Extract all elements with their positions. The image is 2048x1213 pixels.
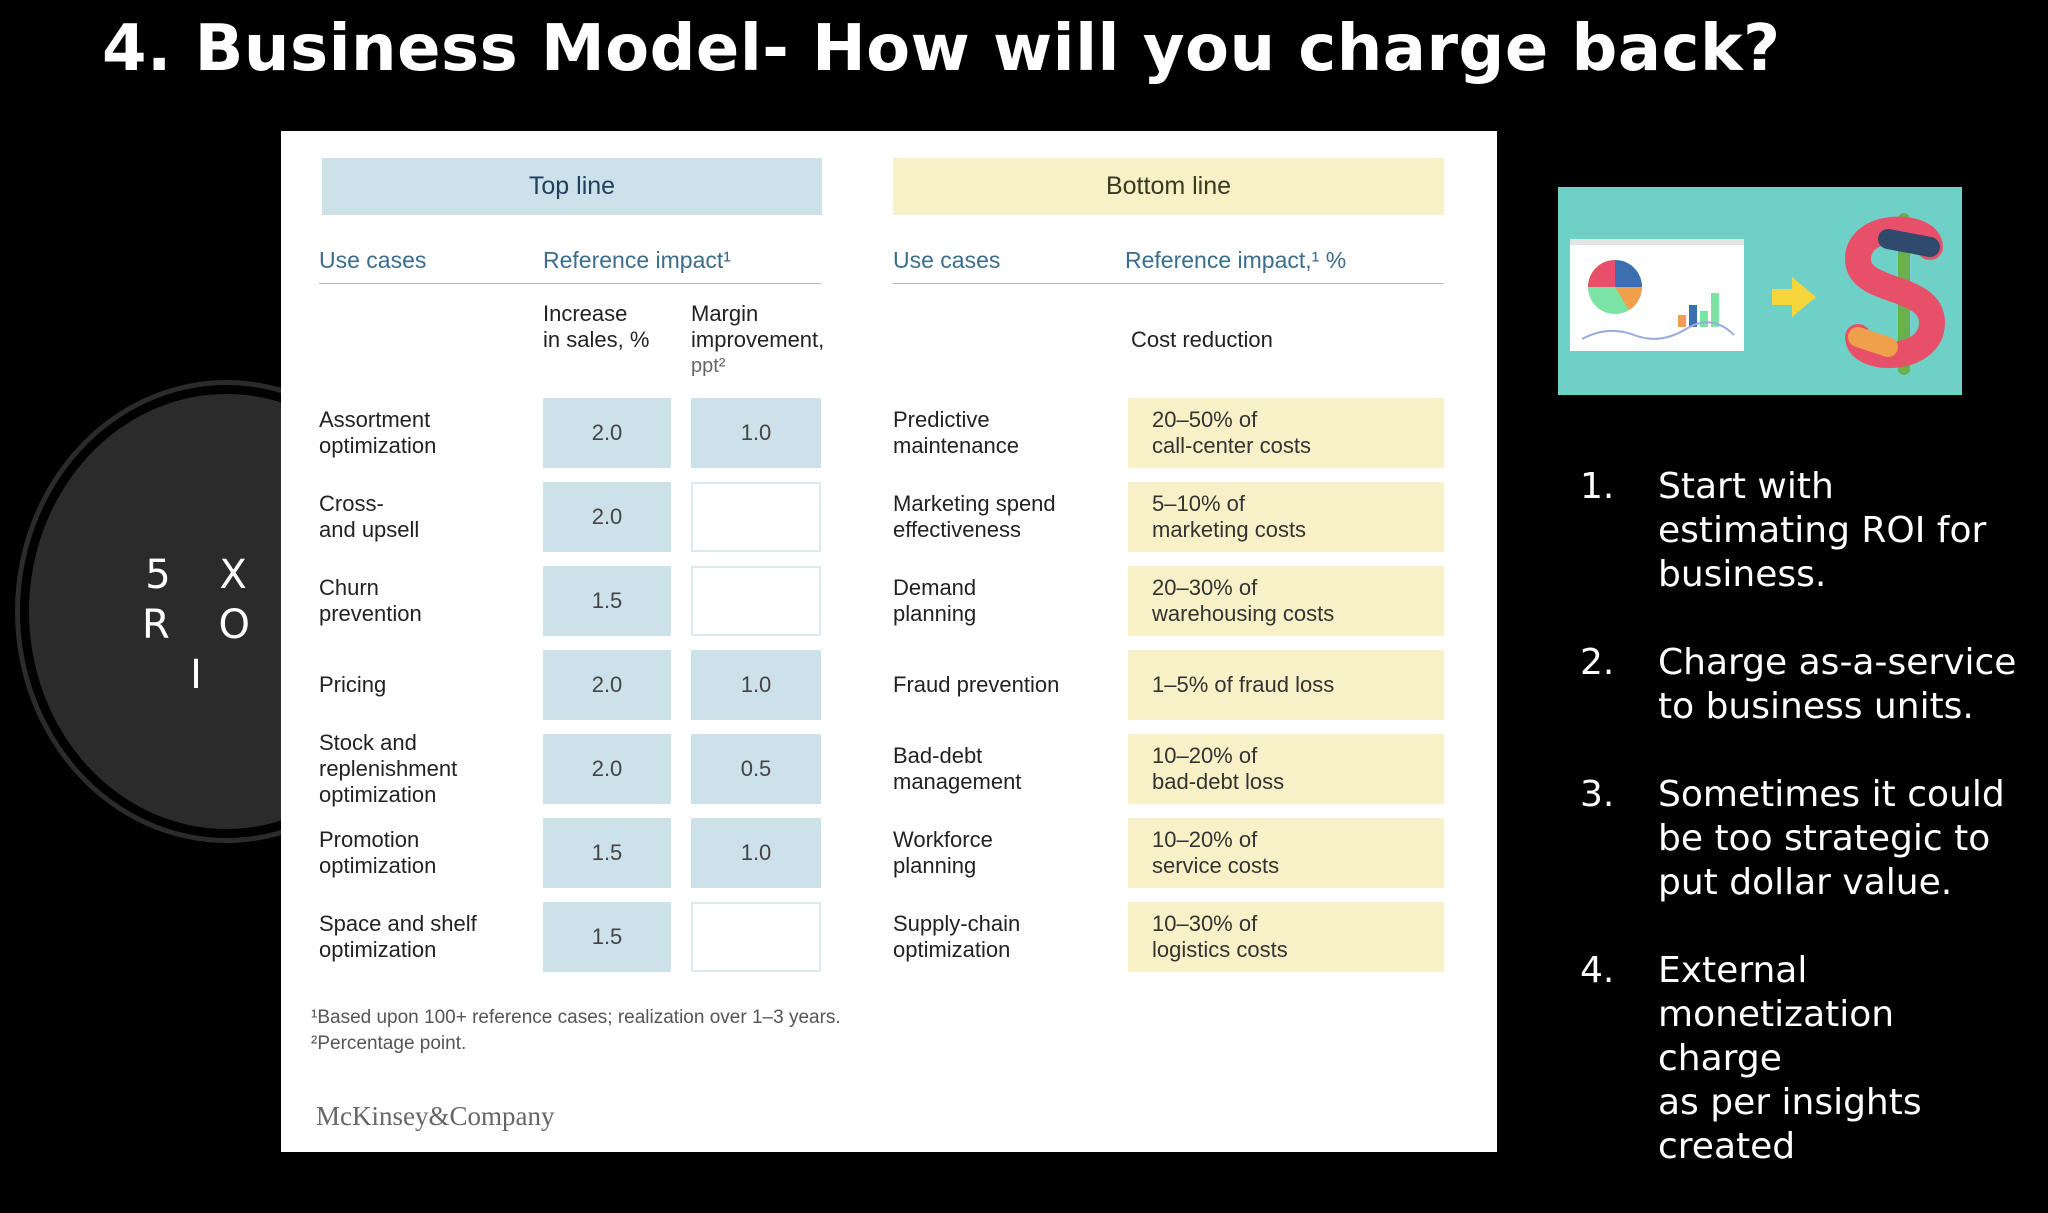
step-number: 4. xyxy=(1580,950,1615,991)
bottom-line-use-case: Marketing spend effectiveness xyxy=(893,491,1056,542)
footnote-1: ¹Based upon 100+ reference cases; realiz… xyxy=(311,1007,841,1028)
sales-subheader: Increase in sales, % xyxy=(543,301,650,352)
margin-impact-cell xyxy=(691,566,821,636)
step-number: 2. xyxy=(1580,642,1615,683)
margin-impact-cell: 1.0 xyxy=(691,398,821,468)
top-line-header: Top line xyxy=(322,158,822,215)
step-item: 2. Charge as-a-service to business units. xyxy=(1580,641,2020,729)
bottom-line-use-case: Bad-debt management xyxy=(893,743,1022,794)
cost-reduction-cell: 20–30% of warehousing costs xyxy=(1128,566,1444,636)
roi-line-1: 5 X xyxy=(145,552,265,598)
pie-chart-icon xyxy=(1588,260,1642,314)
step-item: 4. External monetization charge as per insi… xyxy=(1580,949,2020,1169)
arrow-right-icon xyxy=(1772,277,1816,317)
sales-impact-cell: 2.0 xyxy=(543,734,671,804)
sales-impact-cell: 2.0 xyxy=(543,650,671,720)
top-line-use-case: Pricing xyxy=(319,672,387,697)
sales-impact-cell: 1.5 xyxy=(543,902,671,972)
top-line-use-case: Space and shelf optimization xyxy=(319,911,477,962)
sales-impact-cell: 1.5 xyxy=(543,818,671,888)
step-text: Sometimes it could be too strategic to put… xyxy=(1658,774,2005,903)
cost-reduction-cell: 10–20% of service costs xyxy=(1128,818,1444,888)
margin-impact-cell xyxy=(691,902,821,972)
margin-impact-cell: 1.0 xyxy=(691,650,821,720)
mckinsey-logo: McKinsey&Company xyxy=(316,1101,555,1131)
top-line-use-case: Promotion optimization xyxy=(319,827,437,878)
sales-impact-cell: 2.0 xyxy=(543,482,671,552)
roi-line-2: R O I xyxy=(142,602,268,698)
right-reference-impact-header: Reference impact,¹ % xyxy=(1125,247,1347,273)
margin-impact-cell xyxy=(691,482,821,552)
bottom-line-use-case: Demand planning xyxy=(893,575,977,626)
bottom-line-header: Bottom line xyxy=(893,158,1444,215)
top-line-use-case: Cross-and upsell xyxy=(319,491,420,542)
cost-reduction-cell: 1–5% of fraud loss xyxy=(1128,650,1444,720)
sales-impact-cell: 1.5 xyxy=(543,566,671,636)
bottom-line-use-case: Fraud prevention xyxy=(893,672,1060,697)
cost-reduction-subheader: Cost reduction xyxy=(1131,327,1273,352)
step-number: 3. xyxy=(1580,774,1615,815)
margin-subheader: Margin improvement, ppt² xyxy=(691,301,825,377)
left-reference-impact-header: Reference impact¹ xyxy=(543,247,731,273)
step-text: Charge as-a-service to business units. xyxy=(1658,642,2017,727)
footnote-2: ²Percentage point. xyxy=(311,1033,467,1054)
steps-list: 1. Start with estimating ROI for business. 2… xyxy=(1580,465,2020,1213)
trend-line xyxy=(1581,321,1735,340)
roi-label: 5 X R O I xyxy=(140,550,270,700)
right-header-divider xyxy=(893,283,1444,284)
step-item: 1. Start with estimating ROI for business. xyxy=(1580,465,2020,597)
right-use-cases-header: Use cases xyxy=(893,247,1001,273)
step-number: 1. xyxy=(1580,466,1615,507)
cost-reduction-cell: 20–50% of call-center costs xyxy=(1128,398,1444,468)
roi-illustration xyxy=(1558,187,1962,395)
step-item: 3. Sometimes it could be too strategic to p… xyxy=(1580,773,2020,905)
bottom-line-use-case: Supply-chain optimization xyxy=(893,911,1021,962)
sales-impact-cell: 2.0 xyxy=(543,398,671,468)
top-line-use-case: Churn prevention xyxy=(319,575,422,626)
top-line-use-case: Stock and replenishment optimization xyxy=(319,730,458,807)
top-line-use-case: Assortment optimization xyxy=(319,407,437,458)
left-header-divider xyxy=(319,283,821,284)
bottom-line-use-case: Workforce planning xyxy=(893,827,993,878)
cost-reduction-cell: 10–20% of bad-debt loss xyxy=(1128,734,1444,804)
impact-table-card: Top line Bottom line Use cases Reference… xyxy=(281,131,1497,1152)
cost-reduction-cell: 10–30% of logistics costs xyxy=(1128,902,1444,972)
dollar-sign-icon xyxy=(1844,213,1946,375)
left-use-cases-header: Use cases xyxy=(319,247,427,273)
slide-title: 4. Business Model- How will you charge b… xyxy=(102,12,1781,86)
bar-chart-icon xyxy=(1678,293,1719,327)
margin-impact-cell: 1.0 xyxy=(691,818,821,888)
cost-reduction-cell: 5–10% of marketing costs xyxy=(1128,482,1444,552)
margin-impact-cell: 0.5 xyxy=(691,734,821,804)
step-text: Start with estimating ROI for business. xyxy=(1658,466,1987,595)
bottom-line-use-case: Predictive maintenance xyxy=(893,407,1019,458)
step-text: External monetization charge as per insigh… xyxy=(1658,950,1922,1167)
